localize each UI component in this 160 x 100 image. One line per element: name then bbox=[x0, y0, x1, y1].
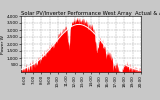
Y-axis label: Power W: Power W bbox=[1, 34, 5, 54]
Text: Solar PV/Inverter Performance West Array  Actual & Average Power Output: Solar PV/Inverter Performance West Array… bbox=[21, 11, 160, 16]
